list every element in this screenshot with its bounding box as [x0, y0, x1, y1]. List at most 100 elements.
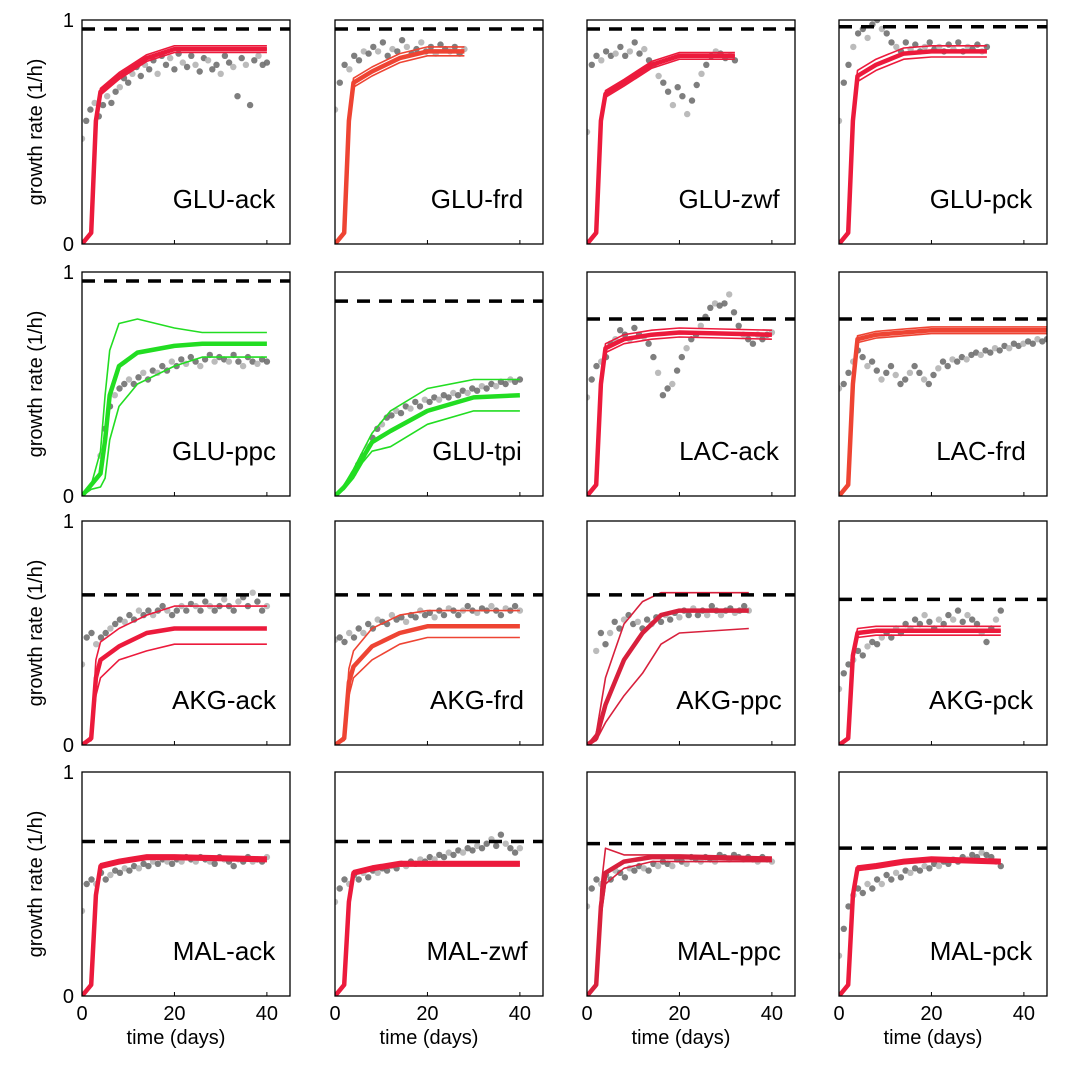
observed-point — [146, 66, 153, 73]
observed-point — [602, 641, 609, 648]
observed-point — [239, 362, 247, 370]
panel-mal-ppc: MAL-ppc 0 20 40 time (days) — [581, 771, 796, 1049]
observed-point — [587, 903, 591, 910]
observed-point — [878, 376, 885, 383]
observed-point — [459, 849, 467, 856]
model-mean-line — [587, 854, 772, 996]
panel-label: MAL-pck — [930, 936, 1034, 966]
observed-point — [598, 57, 605, 64]
observed-point — [502, 840, 509, 847]
observed-point — [162, 61, 170, 68]
panel-glu-ack: GLU-ack 0 1 growth rate (1/h) — [25, 10, 291, 256]
model-trajectory — [82, 356, 267, 496]
model-mean-line — [335, 49, 465, 244]
observed-point — [116, 616, 124, 623]
plot-area — [839, 597, 1047, 745]
observed-point — [983, 43, 991, 51]
observed-point — [168, 860, 176, 867]
panel-frame — [81, 771, 291, 997]
observed-point — [502, 380, 509, 388]
observed-point — [389, 45, 396, 53]
observed-point — [850, 43, 857, 51]
observed-point — [221, 596, 228, 603]
plot-area — [82, 839, 290, 996]
observed-point — [187, 353, 194, 361]
observed-point — [587, 394, 591, 401]
observed-point — [474, 842, 481, 850]
observed-point — [83, 880, 90, 888]
observed-point — [82, 135, 86, 142]
observed-point — [388, 412, 395, 419]
observed-point — [235, 598, 242, 605]
y-axis-label: growth rate (1/h) — [25, 811, 47, 958]
observed-point — [944, 362, 951, 370]
model-mean-line — [335, 392, 521, 496]
observed-point — [497, 831, 505, 838]
observed-point — [987, 349, 994, 356]
observed-point — [211, 607, 218, 614]
panel-frame — [838, 771, 1048, 997]
model-trajectory — [587, 58, 735, 244]
observed-point — [135, 374, 142, 381]
observed-point — [859, 652, 866, 659]
observed-point — [969, 616, 976, 623]
model-mean-line — [82, 626, 267, 745]
observed-point — [669, 862, 676, 870]
model-mean-line — [839, 628, 1001, 745]
observed-point — [130, 862, 138, 870]
observed-point — [839, 685, 843, 693]
observed-point — [888, 876, 895, 883]
observed-point — [159, 602, 166, 610]
observed-point — [959, 618, 966, 625]
panel-frame — [586, 19, 796, 245]
observed-point — [440, 392, 447, 399]
observed-point — [916, 369, 923, 376]
panel-mal-zwf: MAL-zwf 0 20 40 time (days) — [329, 771, 544, 1049]
observed-point — [440, 853, 448, 861]
panel-frame — [81, 271, 291, 497]
observed-point — [878, 880, 885, 888]
observed-point — [351, 52, 358, 59]
model-trajectory — [839, 56, 987, 244]
observed-point — [235, 358, 242, 365]
panel-frame — [586, 771, 796, 997]
observed-point — [883, 871, 890, 879]
observed-point — [335, 898, 339, 906]
model-mean-line — [839, 327, 1047, 496]
observed-point — [992, 616, 1000, 623]
panel-label: LAC-frd — [936, 436, 1026, 466]
model-trajectory — [839, 326, 1047, 496]
observed-point — [492, 383, 500, 390]
model-mean-line — [82, 46, 267, 244]
observed-point — [707, 304, 714, 311]
observed-point — [1015, 342, 1022, 350]
x-tick-label: 0 — [833, 1003, 844, 1025]
observed-point — [178, 356, 185, 363]
observed-point — [588, 61, 595, 68]
observed-point — [650, 353, 657, 361]
observed-point — [213, 61, 220, 68]
observed-point — [159, 362, 166, 370]
observed-point — [464, 845, 471, 852]
observed-point — [954, 607, 962, 614]
x-axis-label: time (days) — [380, 1027, 479, 1049]
observed-point — [741, 602, 748, 610]
panel-mal-pck: MAL-pck 0 20 40 time (days) — [833, 771, 1048, 1049]
panel-frame — [334, 19, 544, 245]
observed-point — [88, 876, 95, 883]
observed-point — [726, 291, 733, 298]
panel-akg-ppc: AKG-ppc — [586, 520, 796, 746]
observed-point — [217, 70, 224, 78]
observed-point — [673, 367, 681, 374]
panel-lac-ack: LAC-ack — [586, 271, 796, 497]
observed-point — [360, 629, 367, 637]
observed-point — [854, 30, 862, 37]
observed-point — [246, 101, 254, 109]
observed-point — [112, 88, 119, 95]
observed-point — [693, 81, 700, 89]
observed-point — [135, 865, 143, 872]
observed-point — [606, 629, 614, 637]
observed-point — [839, 117, 843, 124]
observed-point — [211, 860, 218, 867]
observed-point — [925, 380, 932, 388]
